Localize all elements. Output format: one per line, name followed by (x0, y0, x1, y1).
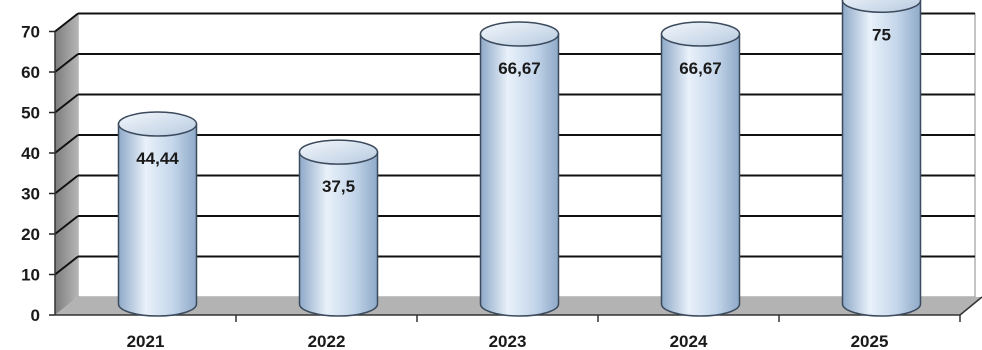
data-label: 44,44 (136, 149, 179, 168)
bar-body (298, 151, 379, 317)
y-tick-label: 60 (21, 63, 40, 82)
data-label: 66,67 (679, 59, 722, 78)
bar-cylinder: 66,67 (660, 21, 741, 317)
y-tick-label: 70 (21, 23, 40, 42)
data-label: 75 (872, 25, 891, 44)
bar-top (117, 111, 198, 137)
gridline-side (54, 215, 79, 235)
x-tick-label: 2025 (851, 332, 889, 350)
data-label: 37,5 (322, 177, 355, 196)
y-tick-label: 40 (21, 144, 40, 163)
y-tick-label: 20 (21, 225, 40, 244)
gridline-side (54, 93, 79, 114)
y-tick-label: 0 (31, 306, 40, 325)
gridline-side (54, 134, 79, 154)
x-tick-label: 2024 (670, 332, 708, 350)
gridline-side (54, 174, 79, 195)
bar-cylinder: 75 (841, 0, 922, 317)
bar-body (660, 33, 741, 317)
gridline-side (54, 255, 79, 276)
x-tick-label: 2022 (308, 332, 346, 350)
data-label: 66,67 (498, 59, 541, 78)
gridline-side (54, 53, 79, 73)
bar-top (298, 139, 379, 165)
bars: 44,44 37,5 66,67 66,67 75 (117, 0, 922, 317)
bar-top (660, 21, 741, 47)
bar-cylinder: 37,5 (298, 139, 379, 317)
x-tick-label: 2021 (127, 332, 165, 350)
x-tick-label: 2023 (489, 332, 527, 350)
bar-body (479, 33, 560, 317)
x-axis-depth-line (959, 296, 982, 316)
bar-body (117, 123, 198, 317)
gridline-side (54, 12, 79, 33)
y-tick-label: 50 (21, 104, 40, 123)
side-wall (55, 13, 78, 315)
bar-top (479, 21, 560, 47)
bar-top (841, 0, 922, 13)
y-tick-label: 30 (21, 185, 40, 204)
bar-body (841, 0, 922, 317)
x-axis-labels: 2021 2022 2023 2024 2025 (127, 315, 961, 350)
bar-cylinder: 66,67 (479, 21, 560, 317)
bar-cylinder: 44,44 (117, 111, 198, 317)
y-tick-label: 10 (21, 266, 40, 285)
